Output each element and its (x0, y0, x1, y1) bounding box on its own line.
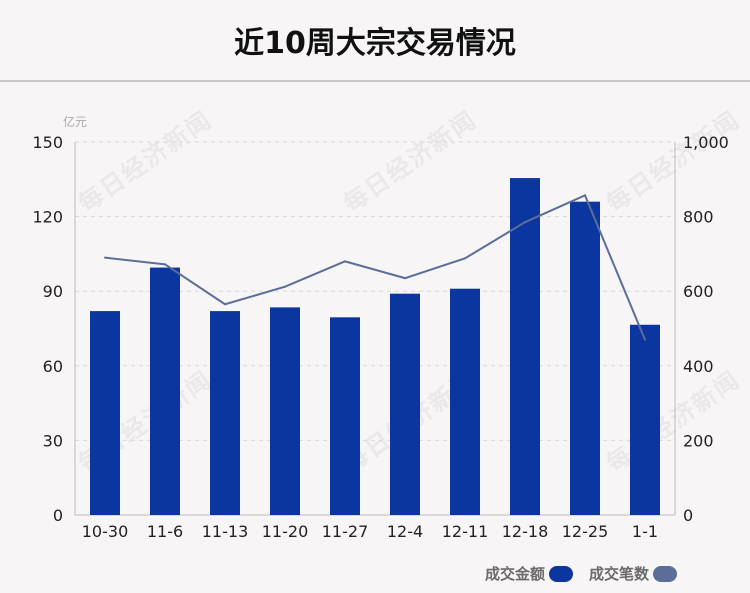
y-left-unit-label: 亿元 (63, 114, 87, 129)
legend-swatch-amount (549, 565, 574, 582)
legend-item-count: 成交笔数 (589, 563, 678, 584)
line-point (344, 260, 346, 263)
y-right-tick-label: 0 (683, 506, 693, 525)
chart-title: 近10周大宗交易情况 (234, 26, 516, 61)
bar (270, 307, 300, 515)
bar (630, 324, 660, 515)
x-tick-label: 11-27 (322, 522, 369, 541)
line-point (464, 257, 466, 260)
line-point (524, 221, 526, 224)
bar (150, 267, 180, 515)
y-right-tick-label: 200 (683, 431, 714, 450)
y-right-tick-label: 400 (683, 357, 714, 376)
x-tick-label: 11-6 (147, 522, 183, 541)
line-point (584, 194, 586, 197)
bar (510, 178, 540, 515)
y-right-tick-label: 1,000 (683, 133, 729, 152)
x-tick-label: 12-25 (562, 522, 609, 541)
legend-swatch-count (653, 565, 678, 582)
y-left-tick-label: 60 (43, 357, 63, 376)
x-tick-label: 12-4 (387, 522, 423, 541)
bar (570, 201, 600, 515)
legend-label-count: 成交笔数 (589, 565, 650, 583)
title-divider (0, 80, 750, 82)
x-tick-label: 12-18 (502, 522, 549, 541)
line-point (404, 277, 406, 280)
x-tick-label: 11-20 (262, 522, 309, 541)
line-point (284, 285, 286, 288)
series-line-count (104, 194, 646, 341)
line-point (164, 263, 166, 266)
bar (210, 311, 240, 515)
bar (90, 311, 120, 515)
legend-label-amount: 成交金额 (485, 565, 546, 583)
y-left-tick-label: 30 (43, 431, 63, 450)
bar (450, 288, 480, 515)
bar (390, 293, 420, 515)
y-left-tick-label: 120 (32, 208, 63, 227)
y-left-tick-label: 150 (32, 133, 63, 152)
y-left-tick-label: 0 (53, 506, 63, 525)
x-tick-label: 1-1 (632, 522, 658, 541)
y-left-tick-label: 90 (43, 282, 63, 301)
legend: 成交金额 成交笔数 (485, 563, 693, 584)
y-right-tick-label: 600 (683, 282, 714, 301)
line-point (224, 303, 226, 306)
x-tick-label: 11-13 (202, 522, 249, 541)
line-point (104, 256, 106, 259)
x-tick-label: 12-11 (442, 522, 489, 541)
bar (330, 317, 360, 515)
legend-item-amount: 成交金额 (485, 563, 574, 584)
x-tick-label: 10-30 (82, 522, 129, 541)
line-point (644, 338, 646, 341)
y-right-tick-label: 800 (683, 208, 714, 227)
